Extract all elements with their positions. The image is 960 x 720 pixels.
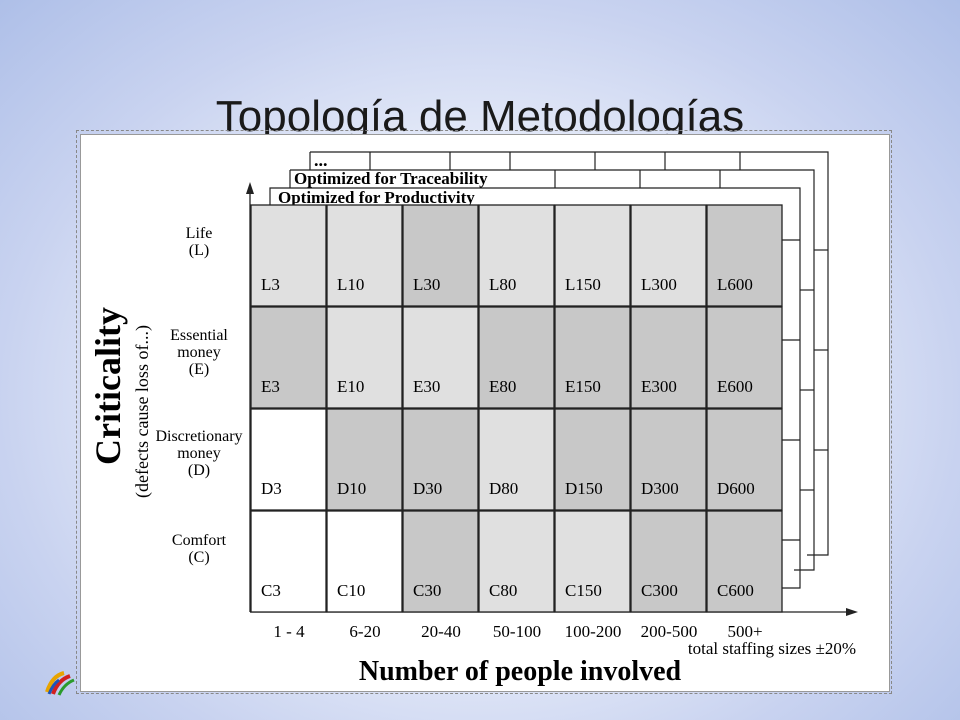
cell-code: E10 — [337, 377, 364, 396]
row-label-line: (D) — [188, 462, 210, 479]
row-label-line: Essential — [170, 327, 228, 344]
criticality-title: Criticality — [88, 307, 128, 465]
grid-cell — [478, 306, 555, 409]
row-label-line: money — [177, 445, 221, 462]
staffing-range: 500+ — [727, 622, 762, 641]
staffing-range-labels: 1 - 4 6-20 20-40 50-100 100-200 200-500 500+ — [273, 622, 762, 641]
logo-icon — [45, 671, 75, 696]
row-label-line: (C) — [188, 549, 209, 566]
cell-code: D3 — [261, 479, 282, 498]
cell-code: E80 — [489, 377, 516, 396]
grid-cell — [326, 306, 403, 409]
row-label-line: Comfort — [172, 532, 227, 549]
layer-back-2 — [290, 169, 815, 571]
grid-cell — [630, 306, 707, 409]
x-axis-arrow — [846, 608, 858, 616]
grid-cell — [478, 510, 555, 613]
panel-selection-border — [76, 130, 892, 694]
stacked-layers — [269, 151, 829, 589]
cell-code: L80 — [489, 275, 516, 294]
cell-code: L3 — [261, 275, 280, 294]
slide-title: Topología de Metodologías — [215, 92, 745, 141]
grid-cell — [326, 510, 403, 613]
cell-code: L150 — [565, 275, 601, 294]
cell-code: D80 — [489, 479, 518, 498]
cell-code: C600 — [717, 581, 754, 600]
grid-cell — [554, 510, 631, 613]
staffing-range: 200-500 — [641, 622, 698, 641]
grid-cell — [402, 204, 479, 307]
grid-cell — [706, 510, 783, 613]
x-axis-title: Number of people involved — [359, 656, 682, 687]
row-label-line: Discretionary — [155, 428, 242, 445]
staffing-range: 6-20 — [349, 622, 380, 641]
grid-cell — [706, 408, 783, 511]
grid-cell — [250, 204, 327, 307]
staffing-range: 1 - 4 — [273, 622, 305, 641]
cell-code: D10 — [337, 479, 366, 498]
row-label-line: money — [177, 344, 221, 361]
layer-back-1 — [275, 187, 801, 589]
cell-code: E3 — [261, 377, 280, 396]
grid-cell — [402, 510, 479, 613]
cell-code: C80 — [489, 581, 517, 600]
grid-cell — [326, 204, 403, 307]
cell-code: L300 — [641, 275, 677, 294]
grid-cell — [706, 306, 783, 409]
cell-code: C300 — [641, 581, 678, 600]
cell-code: L30 — [413, 275, 440, 294]
layer-tabs — [269, 152, 828, 541]
grid-cell — [706, 204, 783, 307]
cell-code: D600 — [717, 479, 755, 498]
cell-code: D300 — [641, 479, 679, 498]
grid-cell — [554, 408, 631, 511]
criticality-subtitle: (defects cause loss of...) — [132, 325, 153, 498]
row-label-line: (L) — [189, 242, 209, 259]
cell-code: C10 — [337, 581, 365, 600]
grid-cell — [402, 306, 479, 409]
staffing-range: 50-100 — [493, 622, 541, 641]
grid-cell — [554, 306, 631, 409]
grid-cell — [402, 408, 479, 511]
cell-code: C3 — [261, 581, 281, 600]
grid-cell — [630, 408, 707, 511]
staffing-range: 100-200 — [565, 622, 622, 641]
row-label-line: (E) — [189, 361, 209, 378]
cell-code: D30 — [413, 479, 442, 498]
cell-code: E150 — [565, 377, 601, 396]
cell-code: D150 — [565, 479, 603, 498]
layer-label-more: ... — [314, 150, 328, 170]
criticality-grid: L3 L10 L30 L80 L150 L300 L600 E3 E10 E30 E80 E150 E3… — [250, 204, 783, 613]
staffing-note: total staffing sizes ±20% — [688, 639, 856, 658]
grid-cell — [630, 510, 707, 613]
staffing-range: 20-40 — [421, 622, 461, 641]
grid-cell — [630, 204, 707, 307]
grid-cell — [250, 510, 327, 613]
grid-cell — [326, 408, 403, 511]
row-label-line: Life — [186, 225, 213, 242]
cell-code: E600 — [717, 377, 753, 396]
layer-label-productivity: Optimized for Productivity — [278, 188, 475, 207]
cell-code: L10 — [337, 275, 364, 294]
row-labels: Life(L)Essentialmoney(E)Discretionarymon… — [155, 225, 242, 566]
grid-cell — [554, 204, 631, 307]
layer-back-3 — [310, 151, 829, 556]
cell-code: E30 — [413, 377, 440, 396]
cell-code: C30 — [413, 581, 441, 600]
layer-label-traceability: Optimized for Traceability — [294, 169, 488, 188]
grid-cell — [250, 306, 327, 409]
cell-code: C150 — [565, 581, 602, 600]
grid-cell — [478, 408, 555, 511]
cell-code: E300 — [641, 377, 677, 396]
cell-code: L600 — [717, 275, 753, 294]
grid-cell — [250, 408, 327, 511]
grid-cell — [478, 204, 555, 307]
y-axis-arrow — [246, 182, 254, 194]
